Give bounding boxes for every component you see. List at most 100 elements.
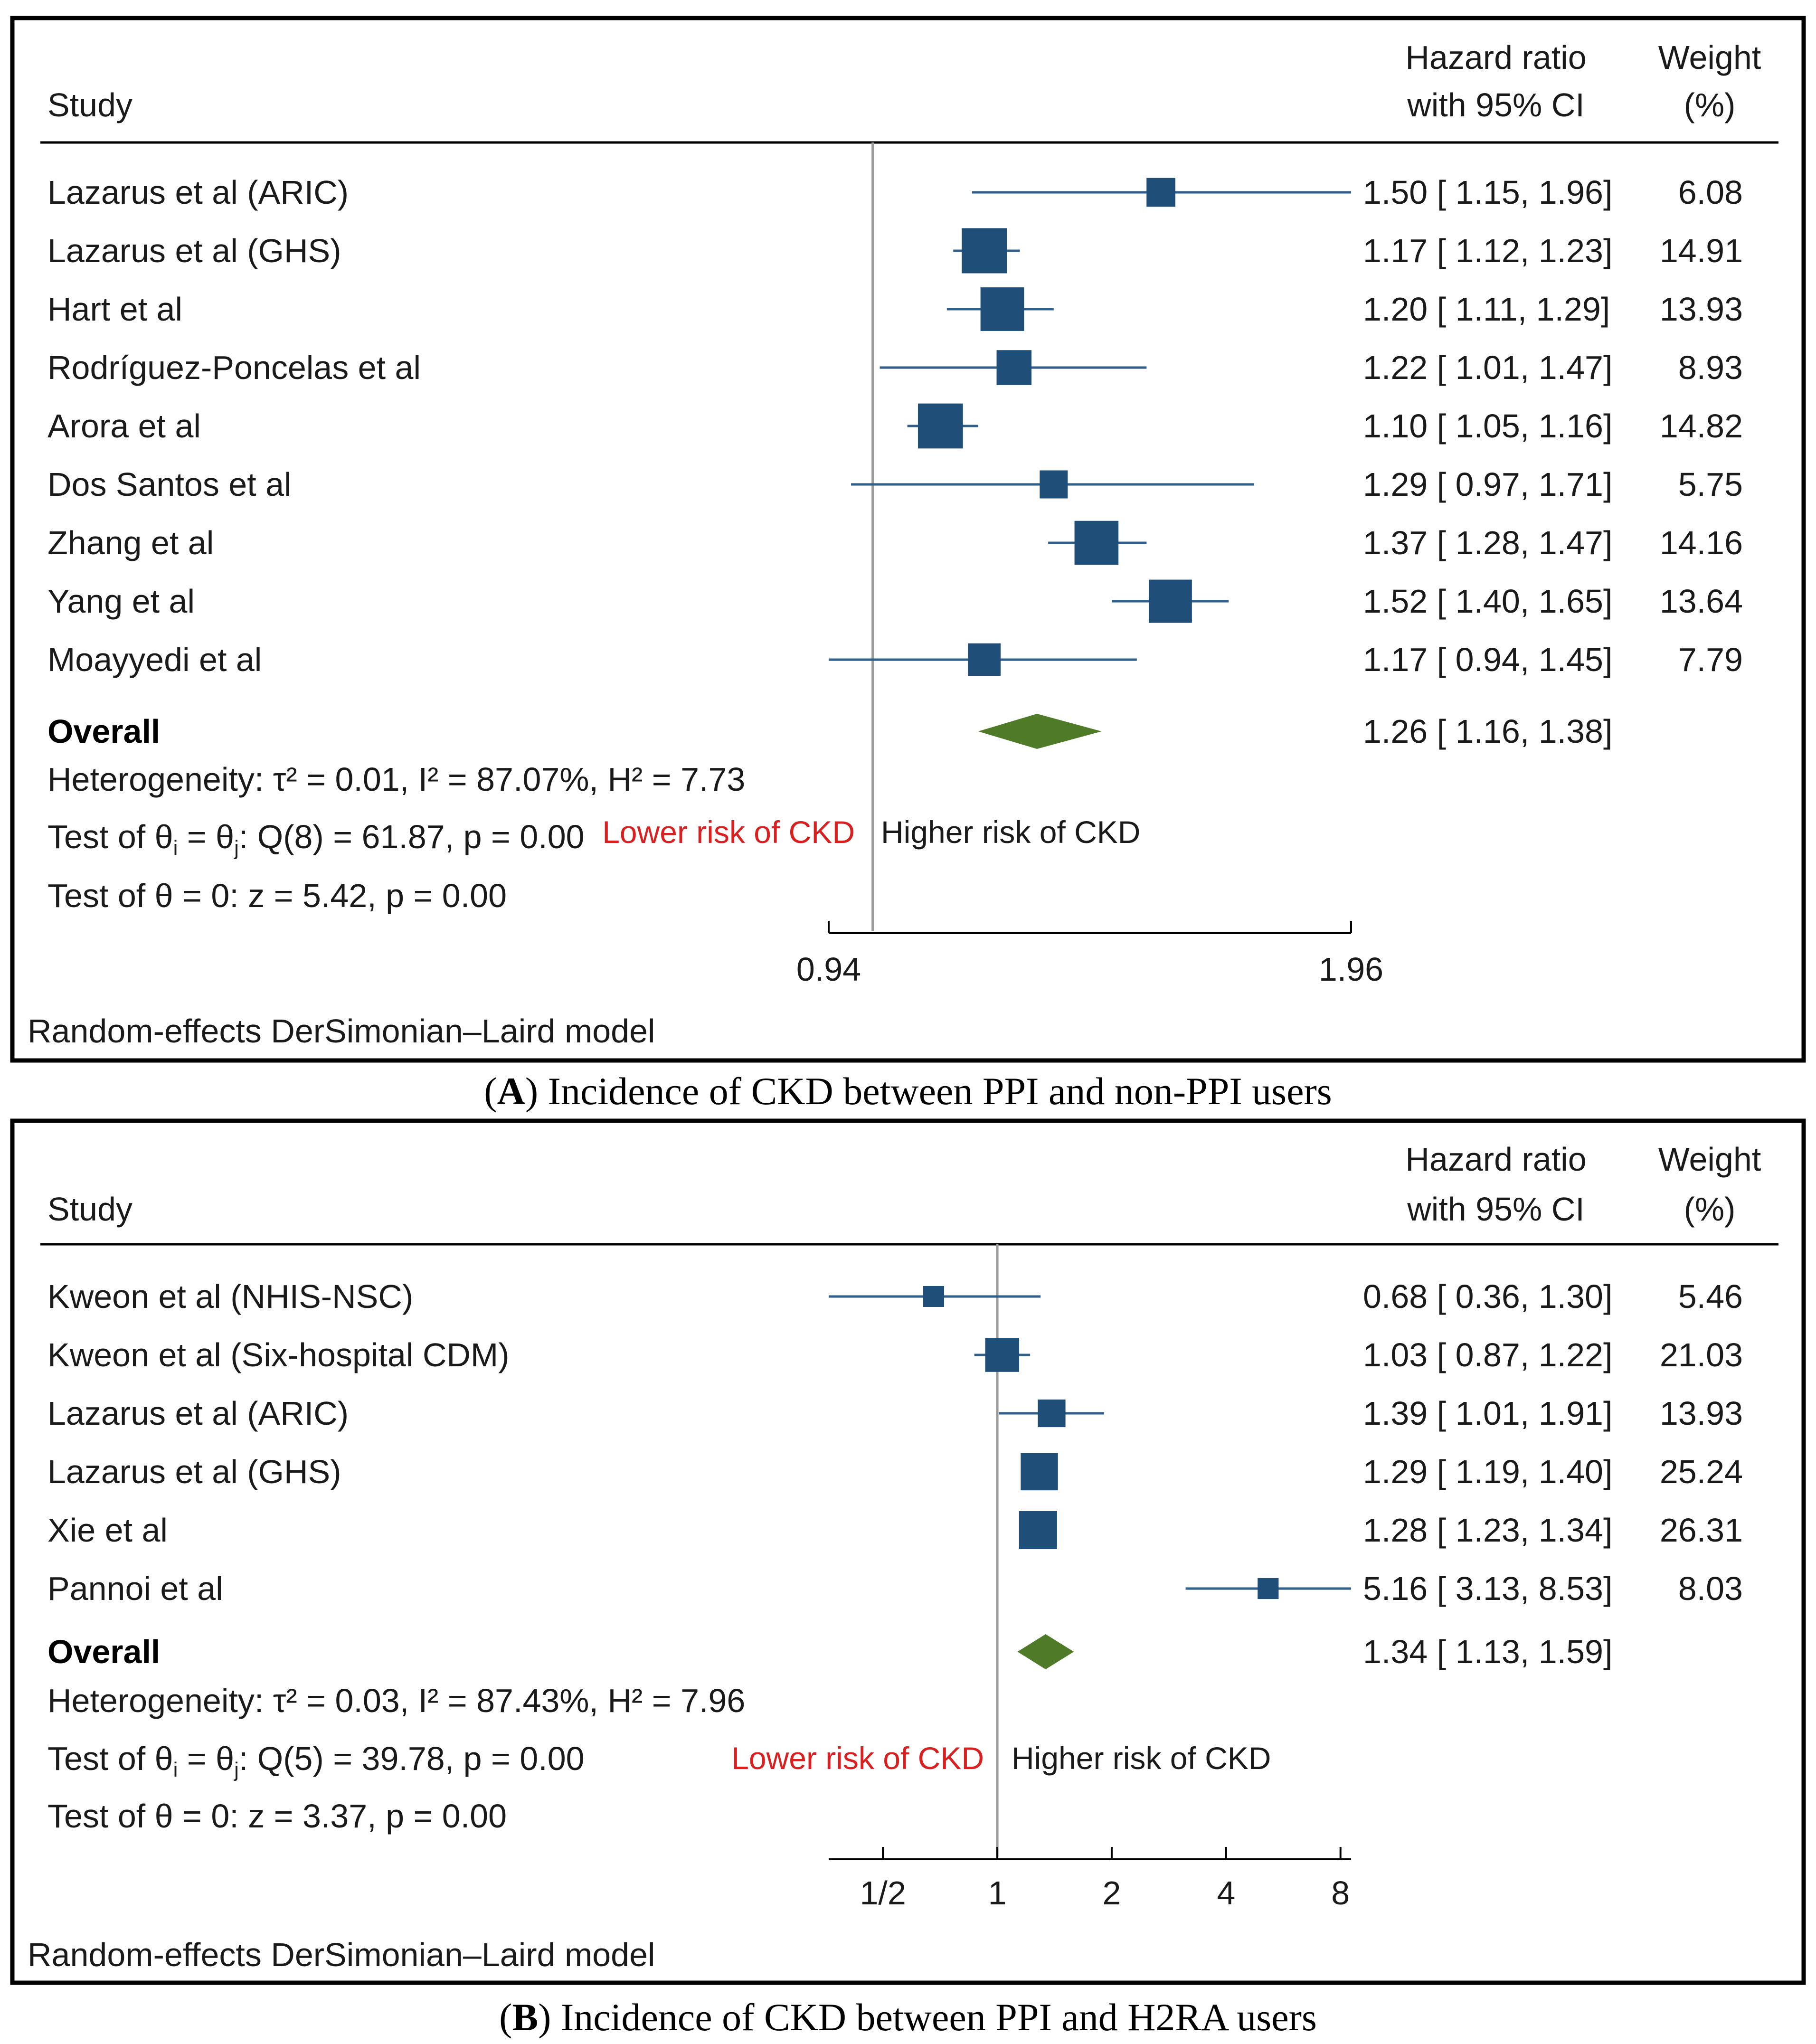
homogeneity-test: Test of θi = θj: Q(8) = 61.87, p = 0.00 xyxy=(47,818,585,860)
column-header-hazard-ratio: Hazard ratio xyxy=(1405,1141,1586,1178)
study-weight: 14.91 xyxy=(1660,232,1743,269)
caption-text: Incidence of CKD between PPI and H2RA us… xyxy=(561,1996,1317,2039)
x-axis-tick-label: 4 xyxy=(1217,1874,1235,1912)
study-name: Arora et al xyxy=(47,407,201,445)
study-weight: 8.93 xyxy=(1678,349,1743,386)
hazard-ratio-marker xyxy=(1019,1511,1057,1549)
hazard-ratio-ci: 1.39 [ 1.01, 1.91] xyxy=(1363,1395,1612,1432)
study-name: Zhang et al xyxy=(47,524,214,561)
overall-ci: 1.26 [ 1.16, 1.38] xyxy=(1363,713,1612,750)
hazard-ratio-marker xyxy=(1148,579,1192,623)
caption-paren-open: ( xyxy=(499,1996,512,2039)
homogeneity-test-part: : Q(5) = 39.78, p = 0.00 xyxy=(239,1740,585,1777)
column-header-study: Study xyxy=(47,1191,132,1228)
homogeneity-test: Test of θi = θj: Q(5) = 39.78, p = 0.00 xyxy=(47,1740,585,1781)
theta-test: Test of θ = 0: z = 3.37, p = 0.00 xyxy=(47,1798,507,1835)
hazard-ratio-marker xyxy=(968,643,1001,676)
study-weight: 14.16 xyxy=(1660,524,1743,561)
heterogeneity-stat: Heterogeneity: τ² = 0.03, I² = 87.43%, H… xyxy=(47,1682,745,1719)
hazard-ratio-marker xyxy=(923,1286,945,1307)
panel-b: Study Hazard ratio with 95% CI Weight (%) Kwe… xyxy=(10,1118,1806,1985)
panel-caption: (B) Incidence of CKD between PPI and H2R… xyxy=(499,1996,1317,2039)
study-weight: 5.75 xyxy=(1678,466,1743,503)
overall-diamond xyxy=(1017,1634,1074,1669)
x-axis-tick-label: 1.96 xyxy=(1319,951,1383,988)
hazard-ratio-marker xyxy=(1074,520,1119,565)
hazard-ratio-ci: 1.29 [ 1.19, 1.40] xyxy=(1363,1453,1612,1490)
hazard-ratio-ci: 1.37 [ 1.28, 1.47] xyxy=(1363,524,1612,561)
column-header-weight: Weight xyxy=(1658,39,1761,76)
caption-paren-close: ) xyxy=(525,1069,548,1113)
x-axis-tick-label: 1 xyxy=(988,1874,1007,1912)
hazard-ratio-marker xyxy=(1021,1453,1058,1491)
study-weight: 13.93 xyxy=(1660,1395,1743,1432)
hazard-ratio-marker xyxy=(996,350,1032,385)
hazard-ratio-ci: 1.28 [ 1.23, 1.34] xyxy=(1363,1512,1612,1549)
x-axis-tick-label: 8 xyxy=(1331,1874,1350,1912)
hazard-ratio-ci: 1.03 [ 0.87, 1.22] xyxy=(1363,1336,1612,1373)
x-axis-tick-label: 1/2 xyxy=(860,1874,906,1912)
homogeneity-test-part: : Q(8) = 61.87, p = 0.00 xyxy=(239,818,585,855)
hazard-ratio-ci: 1.17 [ 0.94, 1.45] xyxy=(1363,641,1612,678)
study-weight: 6.08 xyxy=(1678,174,1743,211)
hazard-ratio-ci: 1.50 [ 1.15, 1.96] xyxy=(1363,174,1612,211)
study-weight: 25.24 xyxy=(1660,1453,1743,1490)
overall-label: Overall xyxy=(47,713,160,750)
study-name: Dos Santos et al xyxy=(47,466,292,503)
x-axis-tick-label: 0.94 xyxy=(796,951,861,988)
panel-caption: (A) Incidence of CKD between PPI and non… xyxy=(484,1069,1332,1113)
column-header-hazard-ratio: Hazard ratio xyxy=(1405,39,1586,76)
study-weight: 5.46 xyxy=(1678,1278,1743,1315)
hazard-ratio-ci: 5.16 [ 3.13, 8.53] xyxy=(1363,1570,1612,1607)
lower-risk-label: Lower risk of CKD xyxy=(731,1741,984,1776)
column-header-ci: with 95% CI xyxy=(1407,86,1584,123)
homogeneity-test-part: i xyxy=(173,1758,178,1781)
hazard-ratio-ci: 1.10 [ 1.05, 1.16] xyxy=(1363,407,1612,445)
hazard-ratio-marker xyxy=(1038,1399,1066,1428)
hazard-ratio-ci: 1.17 [ 1.12, 1.23] xyxy=(1363,232,1612,269)
hazard-ratio-ci: 0.68 [ 0.36, 1.30] xyxy=(1363,1278,1612,1315)
caption-text: Incidence of CKD between PPI and non-PPI… xyxy=(548,1069,1332,1113)
homogeneity-test-part: j xyxy=(233,836,239,860)
study-name: Lazarus et al (GHS) xyxy=(47,1453,341,1490)
hazard-ratio-ci: 1.22 [ 1.01, 1.47] xyxy=(1363,349,1612,386)
study-weight: 26.31 xyxy=(1660,1512,1743,1549)
column-header-weight-unit: (%) xyxy=(1684,86,1736,123)
model-note: Random-effects DerSimonian–Laird model xyxy=(28,1013,655,1050)
panel-frame xyxy=(10,16,1806,1063)
study-weight: 14.82 xyxy=(1660,407,1743,445)
hazard-ratio-marker xyxy=(1040,470,1068,499)
column-header-ci: with 95% CI xyxy=(1407,1191,1584,1228)
hazard-ratio-ci: 1.29 [ 0.97, 1.71] xyxy=(1363,466,1612,503)
hazard-ratio-marker xyxy=(917,403,963,449)
study-weight: 13.64 xyxy=(1660,583,1743,620)
heterogeneity-stat: Heterogeneity: τ² = 0.01, I² = 87.07%, H… xyxy=(47,761,745,798)
hazard-ratio-ci: 1.52 [ 1.40, 1.65] xyxy=(1363,583,1612,620)
caption-paren-close: ) xyxy=(538,1996,561,2039)
study-weight: 13.93 xyxy=(1660,291,1743,328)
hazard-ratio-marker xyxy=(1258,1578,1279,1599)
overall-label: Overall xyxy=(47,1633,160,1670)
higher-risk-label: Higher risk of CKD xyxy=(1012,1741,1271,1776)
column-header-study: Study xyxy=(47,86,132,123)
study-name: Pannoi et al xyxy=(47,1570,223,1607)
caption-panel-label: A xyxy=(497,1069,525,1113)
study-name: Lazarus et al (ARIC) xyxy=(47,1395,349,1432)
study-name: Kweon et al (NHIS-NSC) xyxy=(47,1278,413,1315)
hazard-ratio-ci: 1.20 [ 1.11, 1.29] xyxy=(1363,291,1610,328)
study-name: Rodríguez-Poncelas et al xyxy=(47,349,421,386)
hazard-ratio-marker xyxy=(1146,178,1175,207)
homogeneity-test-part: Test of θ xyxy=(47,1740,173,1777)
study-name: Moayyedi et al xyxy=(47,641,262,678)
study-name: Lazarus et al (GHS) xyxy=(47,232,341,269)
hazard-ratio-marker xyxy=(980,287,1024,331)
theta-test: Test of θ = 0: z = 5.42, p = 0.00 xyxy=(47,877,507,914)
study-name: Lazarus et al (ARIC) xyxy=(47,174,349,211)
panel-frame xyxy=(10,1118,1806,1985)
study-weight: 7.79 xyxy=(1678,641,1743,678)
column-header-weight: Weight xyxy=(1658,1141,1761,1178)
caption-paren-open: ( xyxy=(484,1069,497,1113)
overall-ci: 1.34 [ 1.13, 1.59] xyxy=(1363,1633,1612,1670)
hazard-ratio-marker xyxy=(962,228,1007,274)
homogeneity-test-part: i xyxy=(173,836,178,860)
